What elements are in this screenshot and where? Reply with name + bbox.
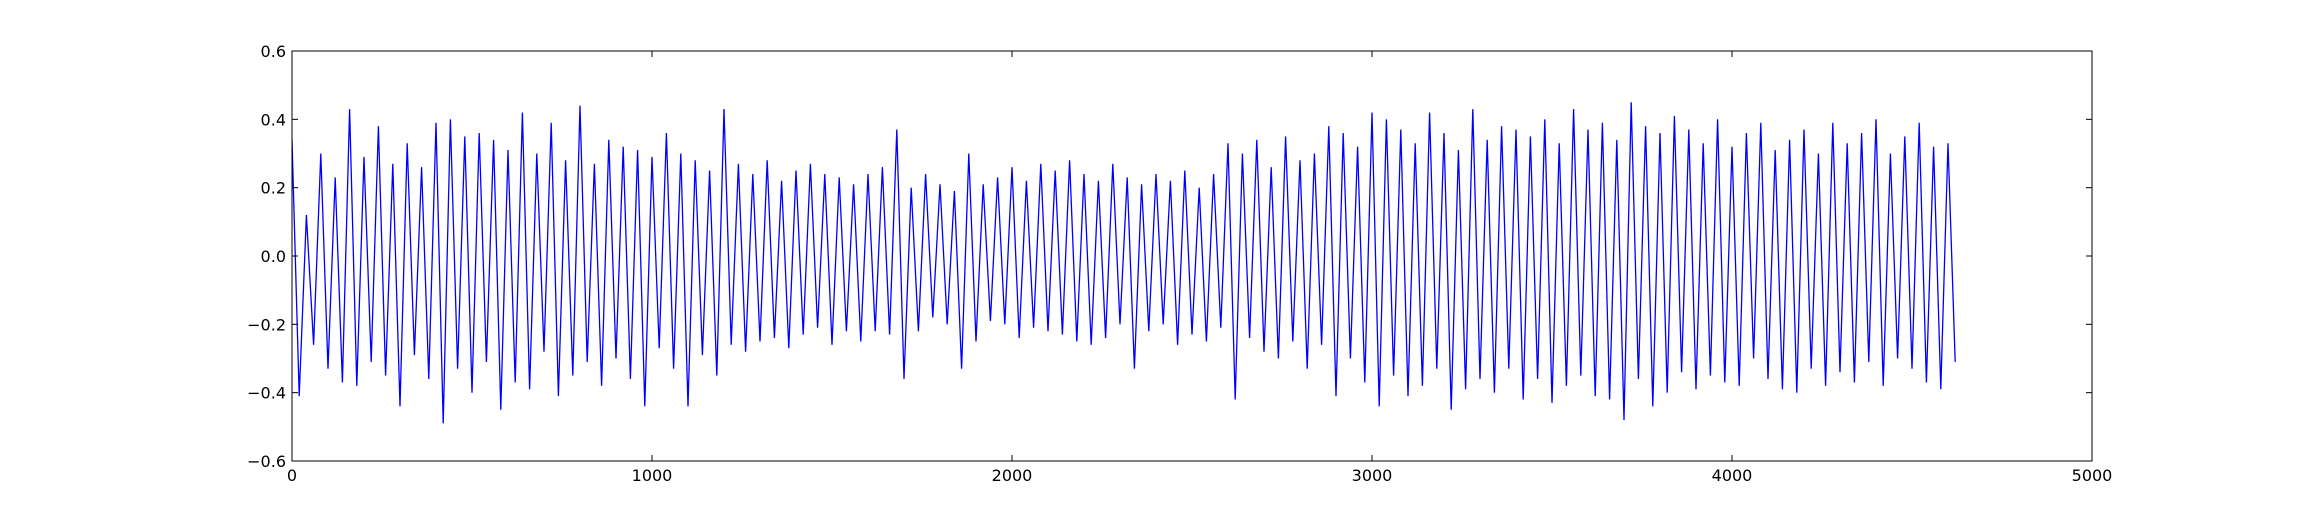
y-tick-label: 0.0 [261,247,286,266]
x-tick-label: 0 [287,466,297,485]
y-tick-label: −0.4 [247,384,286,403]
x-tick-label: 1000 [632,466,673,485]
x-axis-ticks: 0 1000 2000 3000 4000 5000 [287,51,2112,485]
y-tick-label: 0.4 [261,110,286,129]
x-tick-label: 3000 [1352,466,1393,485]
plot-area [292,102,1956,424]
y-tick-label: −0.2 [247,315,286,334]
y-tick-label: 0.6 [261,42,286,61]
y-tick-label: 0.2 [261,179,286,198]
x-tick-label: 4000 [1712,466,1753,485]
y-tick-label: −0.6 [247,452,286,471]
x-tick-label: 5000 [2072,466,2113,485]
series-line-0 [292,102,1956,424]
y-axis-ticks: 0.6 0.4 0.2 0.0 −0.2 −0.4 −0.6 [247,42,2092,471]
x-tick-label: 2000 [992,466,1033,485]
